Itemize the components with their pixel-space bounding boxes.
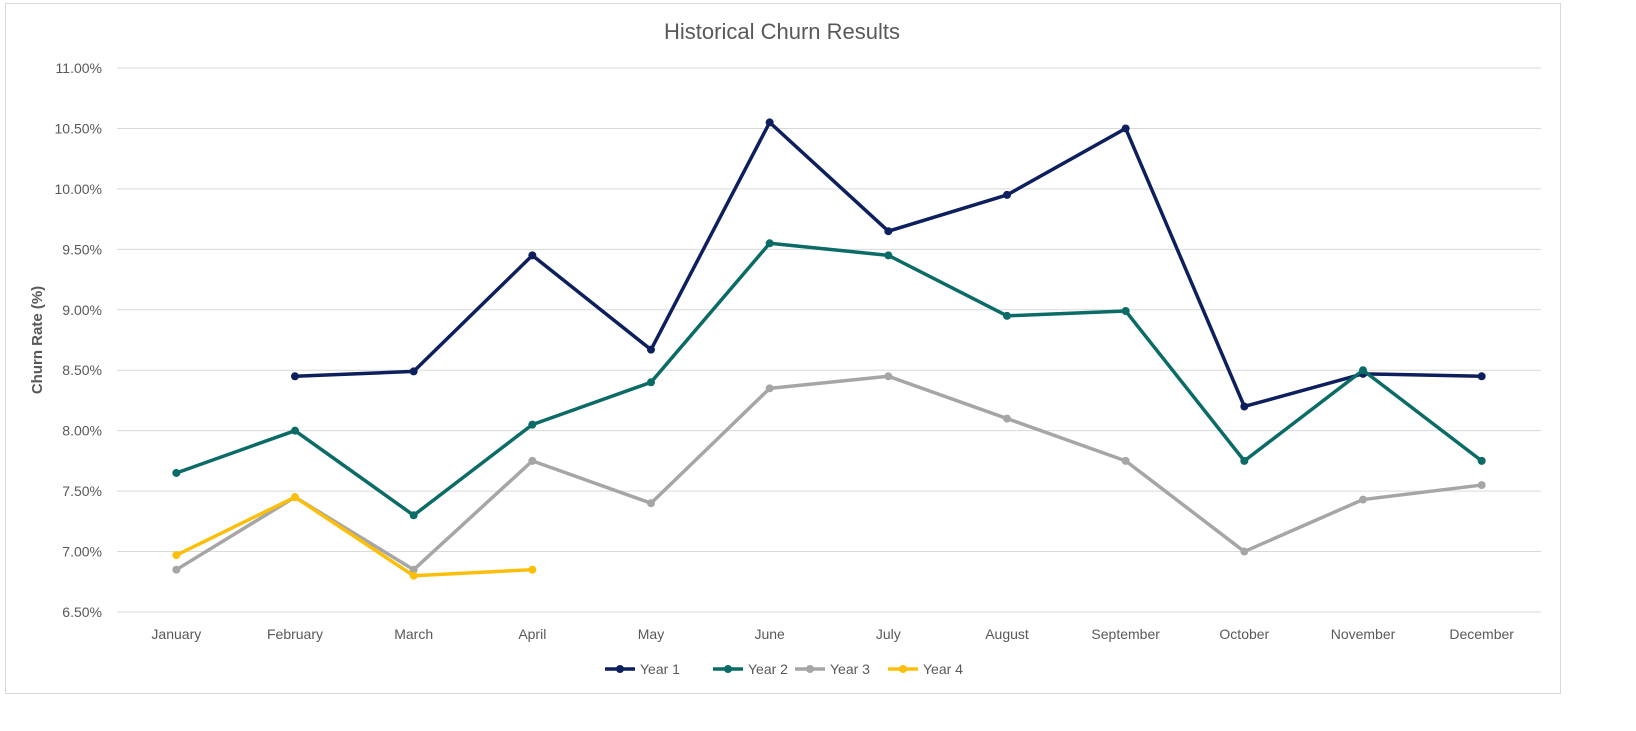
data-point <box>647 345 655 354</box>
data-point <box>1477 372 1486 381</box>
x-axis-ticks: January February March April May June July Augu… <box>151 626 1514 642</box>
data-point <box>1003 190 1011 199</box>
y-axis-ticks: 6.50% 7.00% 7.50% 8.00% 8.50% 9.00% 9.50% 10.00… <box>55 60 102 620</box>
y-tick-label: 10.50% <box>55 120 102 136</box>
data-point <box>528 420 537 429</box>
legend-marker <box>724 665 732 673</box>
x-tick-label: September <box>1091 626 1160 642</box>
data-point <box>172 565 181 574</box>
x-tick-label: June <box>754 626 785 642</box>
data-point <box>1477 456 1486 465</box>
legend-marker <box>899 665 907 673</box>
data-point <box>1359 495 1367 504</box>
data-point <box>528 456 537 465</box>
data-point <box>1240 456 1249 465</box>
legend-label: Year 4 <box>923 661 963 677</box>
series-lines <box>172 118 1486 580</box>
data-point <box>647 499 655 508</box>
x-tick-label: March <box>394 626 433 642</box>
data-point <box>765 118 774 127</box>
data-point <box>1003 311 1011 320</box>
data-point <box>409 511 418 520</box>
data-point <box>409 367 418 376</box>
data-point <box>1477 481 1486 490</box>
data-point <box>884 227 893 236</box>
legend-item-year-3: Year 3 <box>795 661 870 677</box>
chart-title: Historical Churn Results <box>664 19 900 44</box>
y-axis-title: Churn Rate (%) <box>29 286 46 394</box>
series-year-2 <box>172 239 1486 520</box>
data-point <box>172 551 181 560</box>
y-tick-label: 10.00% <box>55 181 102 197</box>
x-tick-label: August <box>985 626 1029 642</box>
y-tick-label: 7.50% <box>62 483 102 499</box>
series-year-3 <box>172 372 1486 574</box>
y-tick-label: 6.50% <box>62 604 102 620</box>
data-point <box>765 239 774 248</box>
data-point <box>291 426 299 435</box>
x-tick-label: April <box>518 626 546 642</box>
data-point <box>1240 547 1249 556</box>
data-point <box>1003 414 1011 423</box>
legend-label: Year 1 <box>640 661 680 677</box>
series-line <box>174 241 1484 518</box>
legend-item-year-4: Year 4 <box>888 661 963 677</box>
legend: Year 1 Year 2 Year 3 Year 4 <box>605 661 963 677</box>
data-point <box>291 372 299 381</box>
data-point <box>172 468 181 477</box>
legend-marker <box>806 665 814 673</box>
x-tick-label: November <box>1331 626 1396 642</box>
legend-item-year-2: Year 2 <box>713 661 788 677</box>
data-point <box>528 565 537 574</box>
data-point <box>1359 366 1367 375</box>
legend-label: Year 3 <box>830 661 870 677</box>
data-point <box>1121 456 1130 465</box>
x-tick-label: October <box>1219 626 1269 642</box>
data-point <box>1240 402 1249 411</box>
legend-marker <box>616 665 624 673</box>
y-tick-label: 9.00% <box>62 302 102 318</box>
data-point <box>409 571 418 580</box>
x-tick-label: December <box>1449 626 1514 642</box>
series-year-4 <box>172 493 537 580</box>
data-point <box>291 493 299 502</box>
y-tick-label: 7.00% <box>62 544 102 560</box>
legend-label: Year 2 <box>748 661 788 677</box>
legend-item-year-1: Year 1 <box>605 661 680 677</box>
data-point <box>884 251 893 260</box>
x-tick-label: February <box>267 626 323 642</box>
x-tick-label: January <box>151 626 201 642</box>
series-year-1 <box>291 118 1486 411</box>
data-point <box>1121 124 1130 133</box>
data-point <box>884 372 893 381</box>
data-point <box>647 378 655 387</box>
x-tick-label: May <box>638 626 664 642</box>
data-point <box>528 251 537 260</box>
gridlines <box>117 67 1541 613</box>
y-tick-label: 8.00% <box>62 423 102 439</box>
data-point <box>409 565 418 574</box>
series-line <box>293 120 1484 409</box>
series-line <box>174 374 1484 572</box>
y-tick-label: 9.50% <box>62 241 102 257</box>
data-point <box>765 384 774 393</box>
series-line <box>174 495 535 578</box>
x-tick-label: July <box>876 626 901 642</box>
chart-frame <box>5 3 1561 694</box>
y-tick-label: 11.00% <box>56 60 102 76</box>
data-point <box>1121 306 1130 315</box>
y-tick-label: 8.50% <box>62 362 102 378</box>
